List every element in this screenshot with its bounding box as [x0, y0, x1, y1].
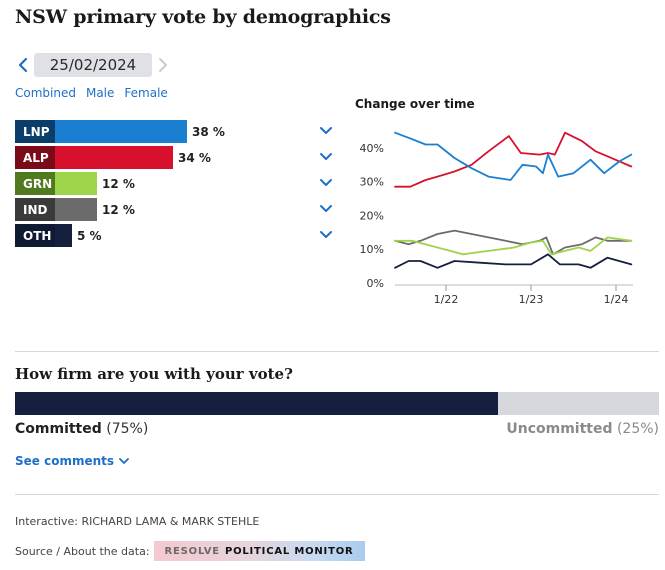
committed-fill [15, 392, 498, 415]
uncommitted-text: Uncommitted [506, 421, 613, 437]
series-line-oth [394, 253, 633, 269]
y-tick-label: 0% [367, 277, 384, 290]
committed-percent: (75%) [106, 421, 149, 437]
chevron-down-icon [119, 458, 129, 464]
source-line: Source / About the data: RESOLVE POLITICA… [15, 541, 365, 561]
series-line-ind [394, 229, 633, 256]
series-line-grn [394, 236, 633, 256]
expand-chevron-icon[interactable] [317, 174, 335, 192]
party-row-oth: OTH 5 % [15, 224, 335, 247]
uncommitted-label: Uncommitted (25%) [506, 421, 659, 437]
page-title: NSW primary vote by demographics [15, 6, 391, 28]
party-bar [55, 198, 97, 221]
party-percent: 38 % [192, 124, 225, 139]
next-date-button[interactable] [154, 52, 172, 78]
party-row-alp: ALP 34 % [15, 146, 335, 169]
tab-female[interactable]: Female [124, 86, 168, 100]
tab-male[interactable]: Male [85, 86, 115, 100]
committed-label: Committed (75%) [15, 421, 148, 437]
party-bar [55, 172, 97, 195]
chevron-right-icon [159, 58, 167, 72]
party-percent: 12 % [102, 176, 135, 191]
party-label: GRN [15, 172, 55, 195]
resolve-political-monitor-link[interactable]: RESOLVE POLITICAL MONITOR [153, 541, 365, 561]
tab-combined[interactable]: Combined [15, 86, 76, 100]
party-bar [55, 120, 187, 143]
party-bar [55, 224, 72, 247]
committed-text: Committed [15, 421, 102, 437]
uncommitted-percent: (25%) [616, 421, 659, 437]
party-row-ind: IND 12 % [15, 198, 335, 221]
badge-text-monitor: POLITICAL MONITOR [224, 545, 354, 557]
x-tick-label: 1/23 [519, 293, 544, 306]
change-over-time-chart: 0% 10% 20% 30% 40% 1/22 1/23 1/24 [360, 131, 633, 306]
y-tick-label: 20% [360, 209, 384, 222]
demographic-tabs: Combined Male Female [15, 86, 168, 100]
series-line-lnp [394, 131, 633, 181]
expand-chevron-icon[interactable] [317, 122, 335, 140]
y-tick-label: 40% [360, 142, 384, 155]
party-row-grn: GRN 12 % [15, 172, 335, 195]
expand-chevron-icon[interactable] [317, 226, 335, 244]
party-label: OTH [15, 224, 55, 247]
party-percent: 34 % [178, 150, 211, 165]
current-date: 25/02/2024 [34, 53, 152, 77]
chart-title: Change over time [355, 97, 475, 111]
chevron-left-icon [18, 57, 28, 73]
party-label: ALP [15, 146, 55, 169]
x-tick-label: 1/22 [434, 293, 459, 306]
see-comments-label: See comments [15, 454, 115, 468]
party-vote-bars: LNP 38 % ALP 34 % GRN 12 % IND 12 % OTH … [15, 120, 335, 250]
party-label: IND [15, 198, 55, 221]
firmness-bar [15, 392, 659, 415]
date-selector: 25/02/2024 [14, 52, 172, 78]
party-percent: 5 % [77, 228, 102, 243]
section-divider [15, 351, 659, 352]
x-tick-label: 1/24 [604, 293, 629, 306]
party-label: LNP [15, 120, 55, 143]
footer-divider [15, 494, 659, 495]
prev-date-button[interactable] [14, 52, 32, 78]
party-percent: 12 % [102, 202, 135, 217]
badge-text-resolve: RESOLVE [164, 545, 220, 557]
source-label: Source / About the data: [15, 544, 150, 558]
party-bar [55, 146, 173, 169]
credit-line: Interactive: RICHARD LAMA & MARK STEHLE [15, 515, 260, 528]
firmness-question: How firm are you with your vote? [15, 365, 293, 383]
party-row-lnp: LNP 38 % [15, 120, 335, 143]
expand-chevron-icon[interactable] [317, 200, 335, 218]
see-comments-button[interactable]: See comments [15, 454, 130, 468]
y-tick-label: 30% [360, 176, 384, 189]
y-tick-label: 10% [360, 243, 384, 256]
series-line-alp [394, 131, 633, 188]
expand-chevron-icon[interactable] [317, 148, 335, 166]
